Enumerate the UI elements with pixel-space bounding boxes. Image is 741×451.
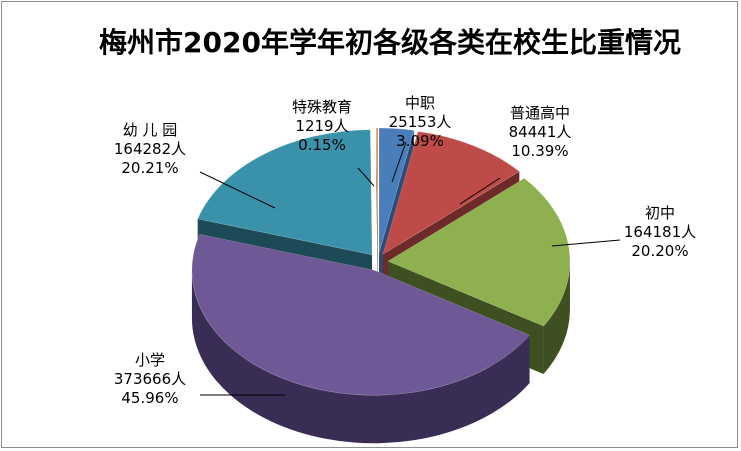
label-value-中职: 25153人	[389, 113, 452, 131]
slice-labels: 中职 25153人 3.09%普通高中 84441人 10.39%初中 164181人 20…	[114, 94, 696, 407]
label-leaders	[199, 141, 621, 396]
label-percent-普通高中: 10.39%	[511, 142, 568, 160]
leader-line-普通高中	[459, 177, 501, 205]
label-name-小学: 小学	[135, 351, 165, 369]
label-percent-小学: 45.96%	[121, 389, 178, 407]
label-value-初中: 164181人	[624, 223, 696, 241]
leader-line-特殊教育	[357, 167, 375, 187]
label-percent-特殊教育: 0.15%	[298, 136, 346, 154]
label-name-特殊教育: 特殊教育	[292, 98, 352, 116]
leader-line-幼儿园	[199, 171, 276, 209]
label-name-中职: 中职	[405, 94, 435, 112]
label-value-幼儿园: 164282人	[114, 140, 186, 158]
label-小学: 小学 373666人 45.96%	[114, 351, 186, 407]
label-value-小学: 373666人	[114, 370, 186, 388]
label-value-普通高中: 84441人	[509, 123, 572, 141]
chart-title: 梅州市2020年学年初各级各类在校生比重情况	[99, 26, 681, 59]
leader-line-中职	[391, 141, 407, 183]
label-percent-中职: 3.09%	[396, 132, 444, 150]
slice-幼儿园	[197, 129, 373, 256]
label-name-初中: 初中	[645, 204, 675, 222]
label-幼儿园: 幼 儿 园 164282人 20.21%	[114, 121, 186, 177]
slice-普通高中	[382, 131, 520, 255]
label-name-幼儿园: 幼 儿 园	[123, 121, 178, 139]
pie-slices	[191, 127, 571, 444]
label-中职: 中职 25153人 3.09%	[389, 94, 452, 150]
slice-中职	[378, 127, 415, 254]
label-value-特殊教育: 1219人	[295, 117, 348, 135]
slice-side-小学	[191, 270, 530, 444]
label-percent-初中: 20.20%	[631, 242, 688, 260]
label-percent-幼儿园: 20.21%	[121, 159, 178, 177]
label-特殊教育: 特殊教育 1219人 0.15%	[292, 98, 352, 154]
label-初中: 初中 164181人 20.20%	[624, 204, 696, 260]
slice-wall-特殊教育-0	[376, 128, 378, 302]
label-name-普通高中: 普通高中	[510, 104, 570, 122]
slice-小学	[191, 233, 531, 396]
slice-side-初中	[543, 261, 570, 375]
label-普通高中: 普通高中 84441人 10.39%	[509, 104, 572, 160]
slice-特殊教育	[375, 127, 379, 254]
slice-初中	[387, 178, 571, 327]
leader-line-初中	[551, 239, 621, 247]
